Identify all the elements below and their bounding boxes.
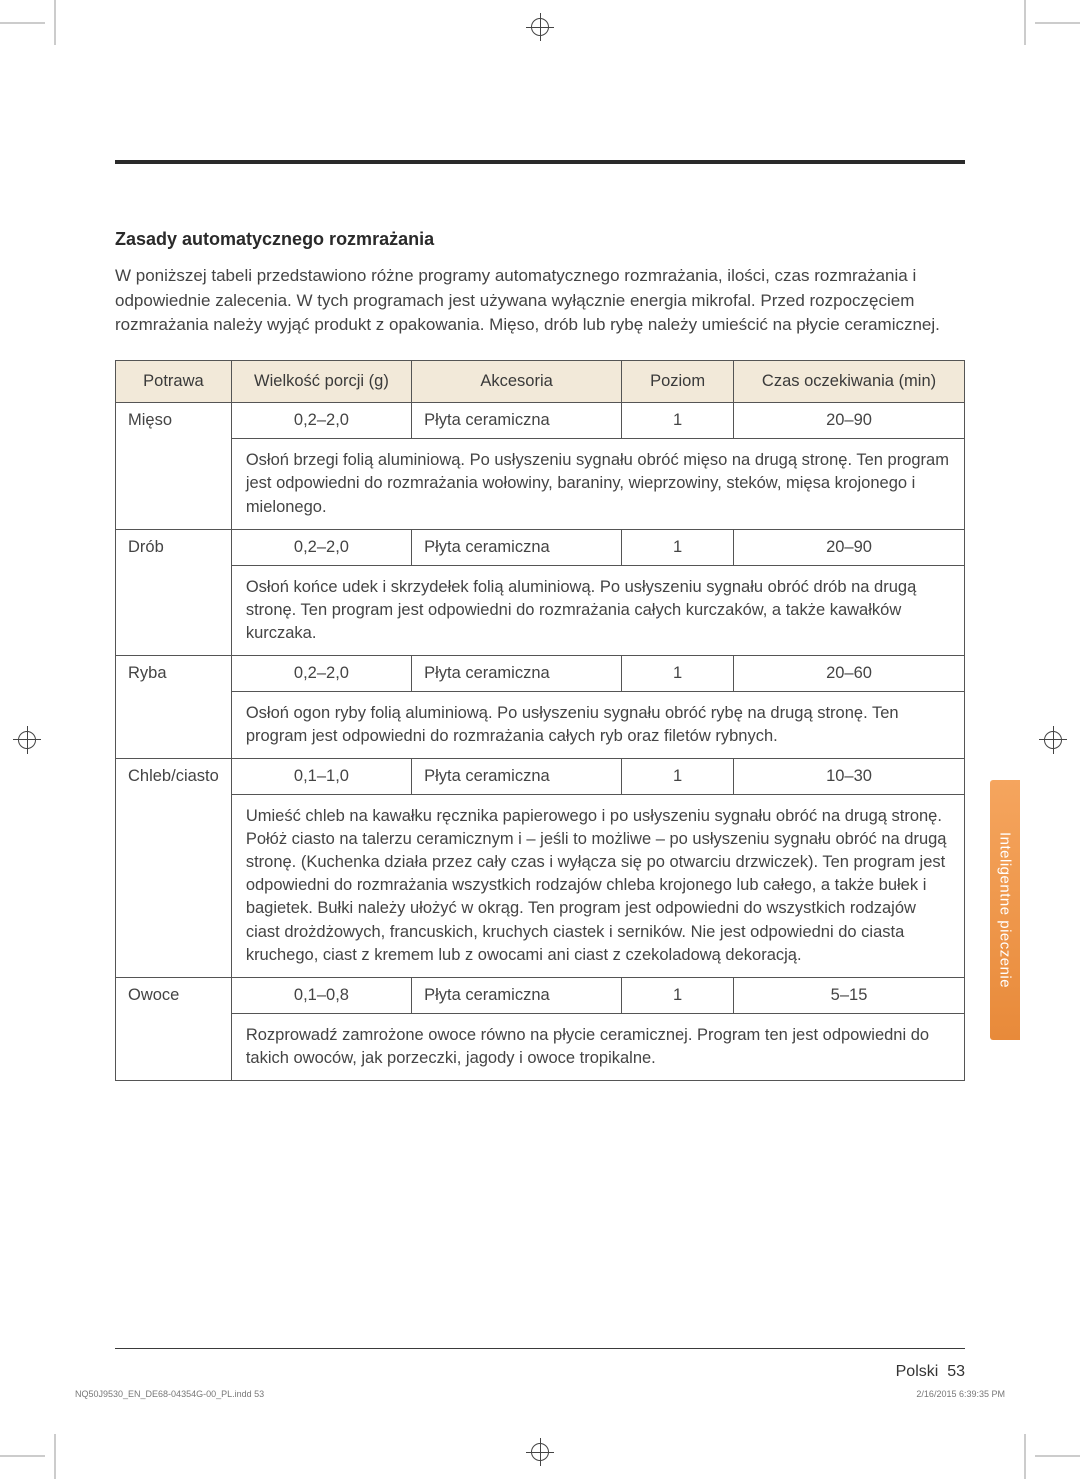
cell-level: 1 xyxy=(622,655,734,691)
cell-description: Osłoń końce udek i skrzydełek folią alum… xyxy=(231,565,964,655)
table-row: Chleb/ciasto0,1–1,0Płyta ceramiczna110–3… xyxy=(116,759,965,795)
registration-mark-icon xyxy=(1044,731,1062,749)
section-title: Zasady automatycznego rozmrażania xyxy=(115,229,965,250)
crop-mark xyxy=(1035,1455,1080,1457)
col-header-wielkosc: Wielkość porcji (g) xyxy=(231,360,411,402)
table-row: Mięso0,2–2,0Płyta ceramiczna120–90 xyxy=(116,403,965,439)
cell-description: Osłoń brzegi folią aluminiową. Po usłysz… xyxy=(231,439,964,529)
cell-level: 1 xyxy=(622,403,734,439)
table-row-desc: Umieść chleb na kawałku ręcznika papiero… xyxy=(116,795,965,978)
side-tab: Inteligentne pieczenie xyxy=(990,780,1020,1040)
cell-accessory: Płyta ceramiczna xyxy=(412,403,622,439)
cell-size: 0,1–1,0 xyxy=(231,759,411,795)
table-body: Mięso0,2–2,0Płyta ceramiczna120–90Osłoń … xyxy=(116,403,965,1081)
defrost-table: Potrawa Wielkość porcji (g) Akcesoria Po… xyxy=(115,360,965,1081)
registration-mark-icon xyxy=(18,731,36,749)
page-content: Zasady automatycznego rozmrażania W poni… xyxy=(60,60,1020,1419)
header-rule xyxy=(115,160,965,164)
cell-level: 1 xyxy=(622,977,734,1013)
table-header-row: Potrawa Wielkość porcji (g) Akcesoria Po… xyxy=(116,360,965,402)
cell-potrawa: Mięso xyxy=(116,403,232,529)
cell-description: Rozprowadź zamrożone owoce równo na płyc… xyxy=(231,1013,964,1080)
col-header-poziom: Poziom xyxy=(622,360,734,402)
table-row-desc: Osłoń ogon ryby folią aluminiową. Po usł… xyxy=(116,691,965,758)
imprint-file: NQ50J9530_EN_DE68-04354G-00_PL.indd 53 xyxy=(75,1389,264,1399)
cell-accessory: Płyta ceramiczna xyxy=(412,977,622,1013)
cell-potrawa: Owoce xyxy=(116,977,232,1080)
cell-size: 0,2–2,0 xyxy=(231,655,411,691)
crop-mark xyxy=(1035,22,1080,24)
cell-level: 1 xyxy=(622,759,734,795)
cell-size: 0,2–2,0 xyxy=(231,529,411,565)
cell-time: 20–90 xyxy=(734,403,965,439)
cell-level: 1 xyxy=(622,529,734,565)
cell-description: Umieść chleb na kawałku ręcznika papiero… xyxy=(231,795,964,978)
cell-time: 20–60 xyxy=(734,655,965,691)
cell-potrawa: Drób xyxy=(116,529,232,655)
crop-mark xyxy=(54,1434,56,1479)
cell-size: 0,1–0,8 xyxy=(231,977,411,1013)
footer-rule xyxy=(115,1348,965,1349)
table-row-desc: Rozprowadź zamrożone owoce równo na płyc… xyxy=(116,1013,965,1080)
crop-mark xyxy=(1024,1434,1026,1479)
registration-mark-icon xyxy=(531,18,549,36)
table-row-desc: Osłoń końce udek i skrzydełek folią alum… xyxy=(116,565,965,655)
cell-time: 10–30 xyxy=(734,759,965,795)
page-footer: Polski 53 xyxy=(896,1363,965,1381)
cell-time: 20–90 xyxy=(734,529,965,565)
footer-language: Polski xyxy=(896,1363,939,1380)
intro-paragraph: W poniższej tabeli przedstawiono różne p… xyxy=(115,264,965,338)
cell-description: Osłoń ogon ryby folią aluminiową. Po usł… xyxy=(231,691,964,758)
cell-accessory: Płyta ceramiczna xyxy=(412,529,622,565)
col-header-akcesoria: Akcesoria xyxy=(412,360,622,402)
crop-mark xyxy=(54,0,56,45)
table-row-desc: Osłoń brzegi folią aluminiową. Po usłysz… xyxy=(116,439,965,529)
footer-page-number: 53 xyxy=(947,1363,965,1380)
cell-potrawa: Ryba xyxy=(116,655,232,758)
table-row: Owoce0,1–0,8Płyta ceramiczna15–15 xyxy=(116,977,965,1013)
table-row: Drób0,2–2,0Płyta ceramiczna120–90 xyxy=(116,529,965,565)
registration-mark-icon xyxy=(531,1443,549,1461)
imprint-timestamp: 2/16/2015 6:39:35 PM xyxy=(916,1389,1005,1399)
crop-mark xyxy=(0,22,45,24)
col-header-czas: Czas oczekiwania (min) xyxy=(734,360,965,402)
col-header-potrawa: Potrawa xyxy=(116,360,232,402)
crop-mark xyxy=(1024,0,1026,45)
cell-accessory: Płyta ceramiczna xyxy=(412,759,622,795)
cell-size: 0,2–2,0 xyxy=(231,403,411,439)
table-row: Ryba0,2–2,0Płyta ceramiczna120–60 xyxy=(116,655,965,691)
cell-potrawa: Chleb/ciasto xyxy=(116,759,232,978)
cell-time: 5–15 xyxy=(734,977,965,1013)
cell-accessory: Płyta ceramiczna xyxy=(412,655,622,691)
crop-mark xyxy=(0,1455,45,1457)
